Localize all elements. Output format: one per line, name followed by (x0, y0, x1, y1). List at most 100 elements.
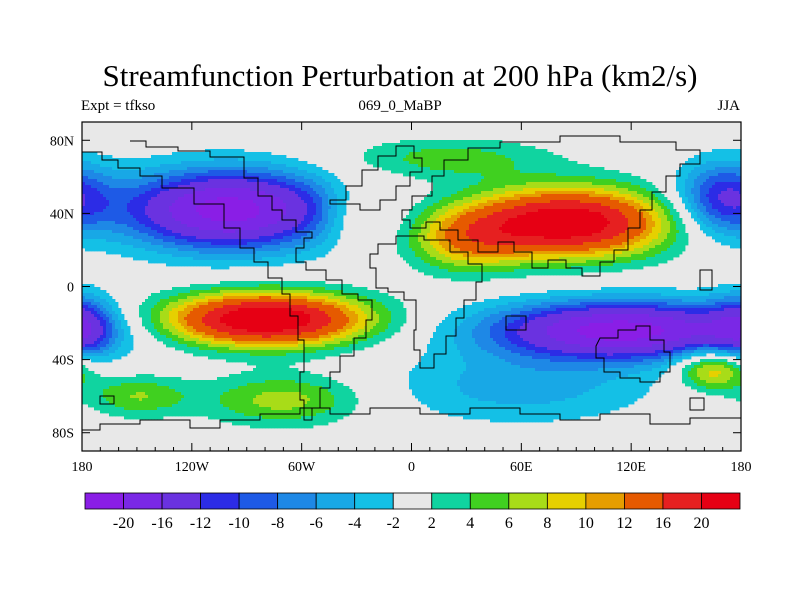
contour-cell (106, 197, 110, 201)
contour-cell (97, 200, 101, 204)
contour-cell (121, 170, 125, 174)
contour-cell (508, 146, 512, 150)
contour-cell (82, 218, 86, 222)
contour-cell (88, 191, 92, 195)
contour-cell (532, 155, 536, 159)
contour-cell (631, 212, 635, 216)
contour-cell (307, 227, 311, 231)
contour-cell (136, 224, 140, 228)
contour-cell (217, 206, 221, 210)
contour-cell (271, 158, 275, 162)
contour-cell (307, 170, 311, 174)
contour-cell (583, 173, 587, 177)
contour-cell (109, 221, 113, 225)
contour-cell (139, 167, 143, 171)
contour-cell (541, 200, 545, 204)
contour-cell (610, 179, 614, 183)
contour-cell (109, 188, 113, 192)
contour-cell (529, 203, 533, 207)
contour-cell (220, 158, 224, 162)
contour-cell (187, 218, 191, 222)
contour-cell (307, 206, 311, 210)
contour-cell (481, 212, 485, 216)
contour-cell (466, 206, 470, 210)
contour-cell (499, 161, 503, 165)
contour-cell (244, 188, 248, 192)
contour-cell (487, 218, 491, 222)
contour-cell (220, 197, 224, 201)
contour-cell (262, 227, 266, 231)
contour-cell (184, 215, 188, 219)
contour-cell (700, 200, 704, 204)
contour-cell (364, 158, 368, 162)
contour-cell (406, 215, 410, 219)
contour-cell (292, 197, 296, 201)
contour-cell (322, 209, 326, 213)
contour-cell (466, 200, 470, 204)
contour-cell (322, 200, 326, 204)
contour-cell (472, 203, 476, 207)
contour-cell (451, 161, 455, 165)
contour-cell (739, 185, 741, 189)
contour-cell (271, 170, 275, 174)
contour-cell (121, 215, 125, 219)
contour-cell (538, 179, 542, 183)
contour-cell (328, 224, 332, 228)
contour-cell (424, 203, 428, 207)
contour-cell (466, 164, 470, 168)
contour-cell (535, 158, 539, 162)
contour-cell (520, 164, 524, 168)
contour-cell (502, 218, 506, 222)
contour-cell (490, 167, 494, 171)
contour-cell (325, 191, 329, 195)
contour-cell (316, 179, 320, 183)
contour-cell (88, 230, 92, 234)
contour-cell (175, 188, 179, 192)
contour-cell (691, 191, 695, 195)
contour-cell (184, 182, 188, 186)
contour-cell (577, 170, 581, 174)
contour-cell (730, 155, 734, 159)
contour-cell (646, 203, 650, 207)
contour-cell (727, 212, 731, 216)
contour-cell (550, 194, 554, 198)
contour-cell (424, 206, 428, 210)
contour-cell (187, 176, 191, 180)
contour-cell (634, 218, 638, 222)
contour-cell (466, 209, 470, 213)
contour-cell (730, 188, 734, 192)
contour-cell (466, 140, 470, 144)
contour-cell (586, 173, 590, 177)
contour-cell (670, 221, 674, 225)
contour-cell (706, 194, 710, 198)
contour-cell (520, 227, 524, 231)
contour-cell (676, 227, 680, 231)
contour-cell (232, 179, 236, 183)
contour-cell (124, 227, 128, 231)
contour-cell (304, 173, 308, 177)
contour-cell (529, 227, 533, 231)
contour-cell (724, 200, 728, 204)
contour-cell (475, 188, 479, 192)
contour-cell (517, 191, 521, 195)
contour-cell (559, 167, 563, 171)
contour-cell (133, 158, 137, 162)
contour-cell (100, 215, 104, 219)
contour-cell (541, 167, 545, 171)
contour-cell (598, 218, 602, 222)
contour-cell (538, 164, 542, 168)
contour-cell (439, 143, 443, 147)
contour-cell (724, 212, 728, 216)
contour-cell (238, 161, 242, 165)
contour-cell (547, 212, 551, 216)
contour-cell (139, 194, 143, 198)
contour-cell (472, 182, 476, 186)
contour-cell (310, 206, 314, 210)
contour-cell (235, 176, 239, 180)
contour-cell (217, 158, 221, 162)
contour-cell (535, 215, 539, 219)
contour-cell (532, 173, 536, 177)
contour-cell (265, 227, 269, 231)
contour-cell (445, 143, 449, 147)
contour-cell (505, 197, 509, 201)
